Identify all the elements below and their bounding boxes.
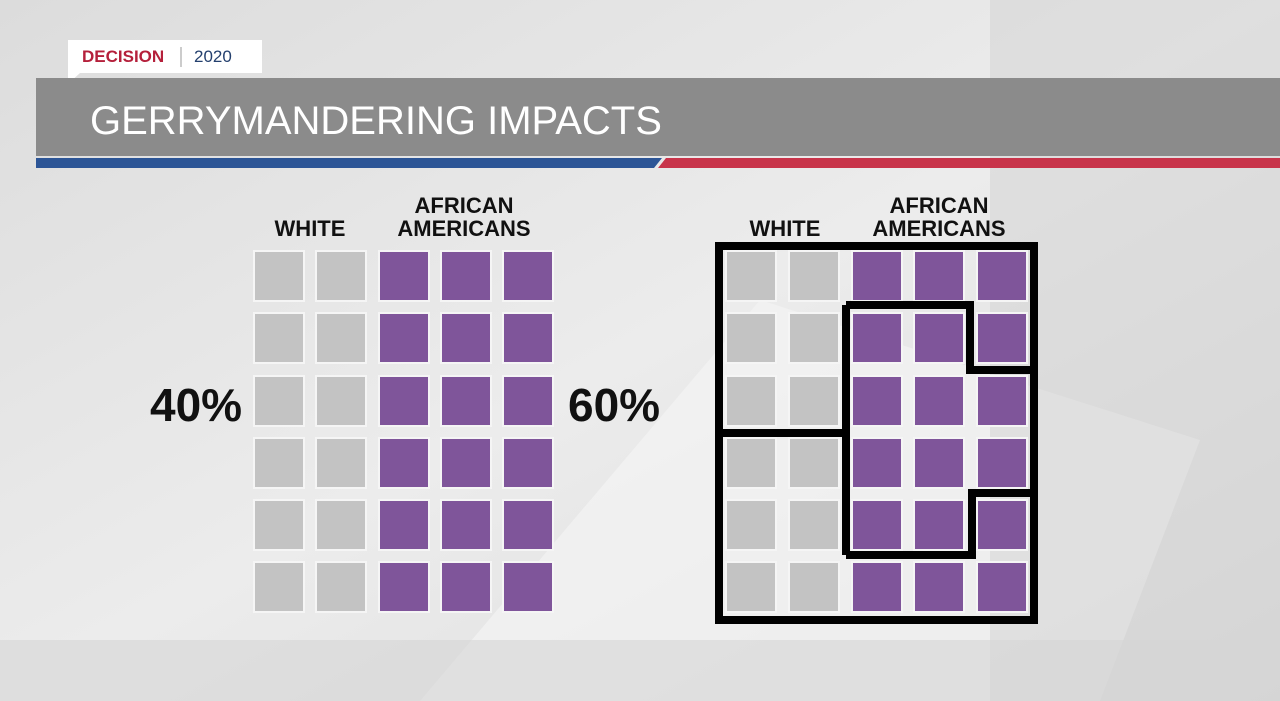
african-american-voter-square bbox=[440, 375, 492, 427]
white-voter-square bbox=[253, 312, 305, 364]
african-american-voter-square bbox=[440, 499, 492, 551]
african-american-voter-square bbox=[913, 250, 965, 302]
white-voter-square bbox=[315, 437, 367, 489]
african-american-voter-square bbox=[378, 437, 430, 489]
squares bbox=[253, 250, 1028, 613]
african-american-voter-square bbox=[851, 561, 903, 613]
african-american-voter-square bbox=[502, 499, 554, 551]
african-american-voter-square bbox=[851, 375, 903, 427]
african-american-voter-square bbox=[976, 561, 1028, 613]
inner-boundary bbox=[719, 301, 1034, 559]
african-american-voter-square bbox=[851, 312, 903, 364]
african-american-voter-square bbox=[976, 499, 1028, 551]
white-voter-square bbox=[253, 499, 305, 551]
african-american-voter-square bbox=[502, 561, 554, 613]
african-americans-label: AFRICAN bbox=[415, 193, 514, 218]
white-voter-square bbox=[725, 437, 777, 489]
white-voter-square bbox=[725, 561, 777, 613]
white-voter-square bbox=[788, 250, 840, 302]
african-american-voter-square bbox=[378, 250, 430, 302]
white-voter-square bbox=[788, 437, 840, 489]
african-american-voter-square bbox=[976, 250, 1028, 302]
african-american-voter-square bbox=[976, 437, 1028, 489]
badge-secondary: 2020 bbox=[194, 47, 232, 66]
white-voter-square bbox=[788, 499, 840, 551]
white-label: WHITE bbox=[750, 216, 821, 241]
white-share: 40% bbox=[150, 379, 242, 431]
title: GERRYMANDERING IMPACTS bbox=[90, 99, 662, 143]
african-american-voter-square bbox=[502, 312, 554, 364]
african-american-voter-square bbox=[913, 437, 965, 489]
white-voter-square bbox=[725, 375, 777, 427]
african-american-voter-square bbox=[851, 250, 903, 302]
african-americans-label: AMERICANS bbox=[397, 216, 530, 241]
title-bar bbox=[36, 78, 1280, 156]
white-voter-square bbox=[253, 250, 305, 302]
white-voter-square bbox=[315, 312, 367, 364]
badge bbox=[68, 40, 262, 73]
african-american-voter-square bbox=[502, 375, 554, 427]
african-american-voter-square bbox=[378, 312, 430, 364]
white-voter-square bbox=[315, 561, 367, 613]
badge-primary: DECISION bbox=[82, 47, 164, 66]
district-boundaries bbox=[715, 242, 1038, 624]
african-american-voter-square bbox=[440, 437, 492, 489]
african-american-voter-square bbox=[378, 561, 430, 613]
white-voter-square bbox=[788, 375, 840, 427]
african-american-voter-square bbox=[913, 561, 965, 613]
white-label: WHITE bbox=[275, 216, 346, 241]
african-american-voter-square bbox=[502, 437, 554, 489]
african-american-voter-square bbox=[913, 499, 965, 551]
white-voter-square bbox=[253, 437, 305, 489]
african-american-voter-square bbox=[913, 312, 965, 364]
white-voter-square bbox=[315, 250, 367, 302]
african-americans-label: AMERICANS bbox=[872, 216, 1005, 241]
white-voter-square bbox=[788, 312, 840, 364]
african-american-voter-square bbox=[440, 312, 492, 364]
african-american-voter-square bbox=[851, 499, 903, 551]
african-americans-label: AFRICAN bbox=[890, 193, 989, 218]
african-americans-share: 60% bbox=[568, 379, 660, 431]
african-american-voter-square bbox=[851, 437, 903, 489]
african-american-voter-square bbox=[976, 375, 1028, 427]
african-american-voter-square bbox=[378, 375, 430, 427]
african-american-voter-square bbox=[502, 250, 554, 302]
white-voter-square bbox=[725, 312, 777, 364]
white-voter-square bbox=[253, 561, 305, 613]
african-american-voter-square bbox=[440, 250, 492, 302]
stripe-red bbox=[658, 158, 1280, 168]
african-american-voter-square bbox=[378, 499, 430, 551]
white-voter-square bbox=[725, 250, 777, 302]
african-american-voter-square bbox=[913, 375, 965, 427]
african-american-voter-square bbox=[976, 312, 1028, 364]
stripe-blue bbox=[36, 158, 662, 168]
white-voter-square bbox=[788, 561, 840, 613]
background-floor bbox=[0, 640, 1280, 701]
white-voter-square bbox=[253, 375, 305, 427]
white-voter-square bbox=[315, 499, 367, 551]
white-voter-square bbox=[725, 499, 777, 551]
african-american-voter-square bbox=[440, 561, 492, 613]
white-voter-square bbox=[315, 375, 367, 427]
